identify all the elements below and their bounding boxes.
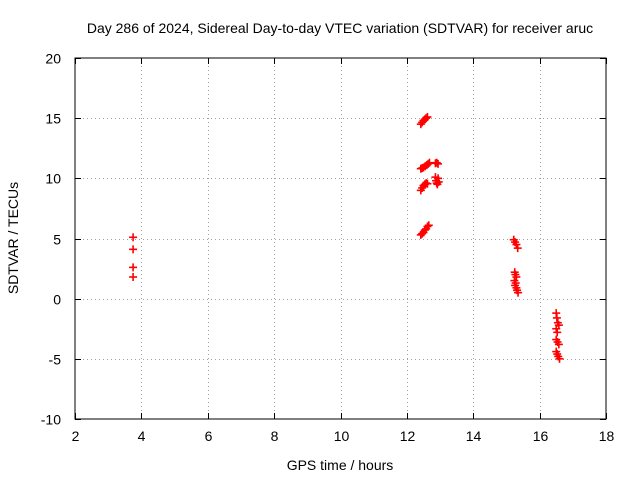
- x-tick-label: 16: [533, 428, 549, 444]
- y-axis-label: SDTVAR / TECUs: [5, 182, 21, 294]
- data-point: [514, 288, 523, 297]
- y-tick-label: 5: [53, 232, 61, 248]
- y-tick-label: 10: [45, 171, 61, 187]
- data-point: [423, 112, 432, 121]
- x-tick-label: 10: [334, 428, 350, 444]
- data-point: [552, 324, 561, 333]
- y-tick-label: 0: [53, 292, 61, 308]
- data-point: [129, 273, 138, 282]
- y-tick-label: -10: [41, 412, 61, 428]
- x-tick-label: 18: [599, 428, 615, 444]
- chart-title: Day 286 of 2024, Sidereal Day-to-day VTE…: [87, 20, 593, 36]
- data-point: [513, 244, 522, 253]
- x-tick-label: 8: [271, 428, 279, 444]
- data-point: [554, 340, 563, 349]
- data-point: [129, 245, 138, 254]
- points-layer: [129, 112, 564, 363]
- y-tick-label: 20: [45, 51, 61, 67]
- data-point: [512, 240, 521, 249]
- x-tick-label: 14: [466, 428, 482, 444]
- data-point: [432, 158, 441, 167]
- data-point: [552, 313, 561, 322]
- data-point: [424, 221, 433, 230]
- data-point: [424, 159, 433, 168]
- x-tick-label: 6: [205, 428, 213, 444]
- y-tick-label: 15: [45, 111, 61, 127]
- data-point: [422, 114, 431, 123]
- x-tick-label: 12: [400, 428, 416, 444]
- data-point: [129, 263, 138, 272]
- data-point: [423, 222, 432, 231]
- data-point: [129, 233, 138, 242]
- x-tick-label: 2: [72, 428, 80, 444]
- data-point: [555, 354, 564, 363]
- grid-layer: [75, 58, 606, 419]
- x-tick-label: 4: [138, 428, 146, 444]
- plot-frame: [74, 57, 607, 420]
- y-tick-label: -5: [49, 352, 62, 368]
- data-point: [434, 159, 443, 168]
- data-point: [423, 179, 432, 188]
- data-point: [434, 177, 443, 186]
- data-point: [553, 328, 562, 337]
- x-axis-label: GPS time / hours: [287, 457, 394, 473]
